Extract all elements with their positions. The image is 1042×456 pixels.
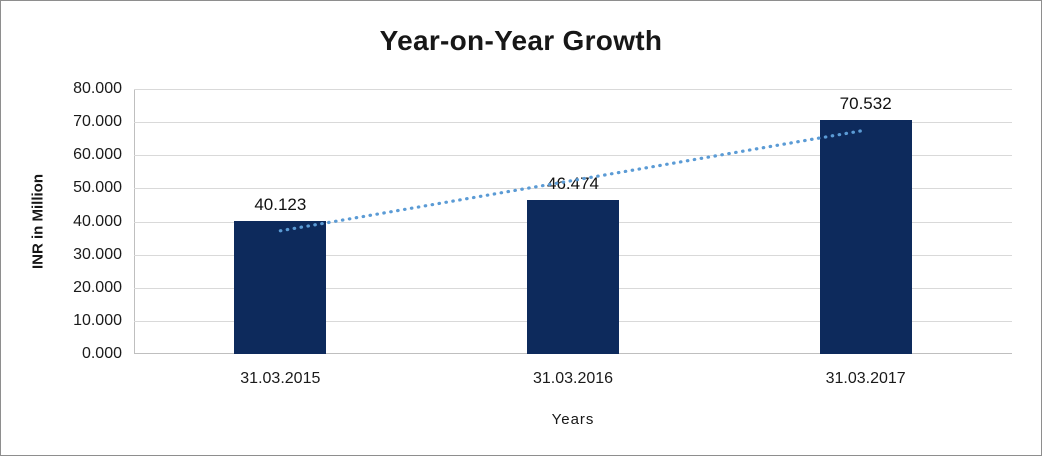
chart-title: Year-on-Year Growth xyxy=(379,25,663,56)
y-tick-label: 20.000 xyxy=(73,278,122,296)
gridline xyxy=(134,89,1012,90)
bar-value-label: 46.474 xyxy=(547,174,599,194)
y-tick-label: 40.000 xyxy=(73,212,122,230)
x-tick-label: 31.03.2016 xyxy=(532,370,614,387)
bar xyxy=(234,221,327,354)
gridline xyxy=(134,122,1012,124)
y-tick-label: 50.000 xyxy=(73,179,122,197)
y-tick-label: 10.000 xyxy=(73,311,122,329)
y-tick-labels: 0.000 10.000 20.000 30.000 40.000 50.000 60.00… xyxy=(1,80,128,362)
x-tick-label: 31.03.2015 xyxy=(240,370,321,387)
x-tick-label: 31.03.2017 xyxy=(825,370,906,387)
x-axis-title: Years xyxy=(551,411,595,428)
y-tick-label: 70.000 xyxy=(73,113,122,131)
y-tick-label: 80.000 xyxy=(73,80,122,97)
plot-area: 40.123 46.474 70.532 xyxy=(134,89,1012,354)
bar xyxy=(819,120,912,354)
bar-value-label: 70.532 xyxy=(839,94,892,114)
y-tick-label: 30.000 xyxy=(73,245,122,263)
bar xyxy=(527,200,619,354)
bar-value-label: 40.123 xyxy=(254,195,307,215)
y-tick-label: 0.000 xyxy=(81,345,122,362)
x-tick-labels: 31.03.2015 31.03.2016 31.03.2017 xyxy=(134,369,1012,391)
y-tick-label: 60.000 xyxy=(73,146,122,164)
